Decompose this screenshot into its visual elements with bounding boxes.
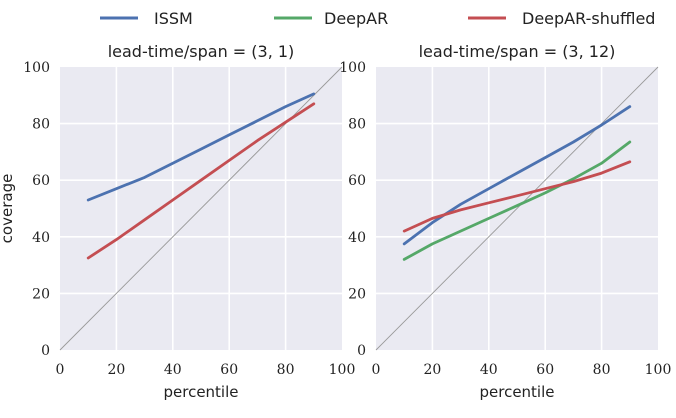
legend: ISSM DeepAR DeepAR-shuffled: [100, 9, 655, 28]
legend-label-deepar: DeepAR: [324, 9, 388, 28]
y-axis-label: coverage: [0, 174, 16, 244]
legend-label-deepar-shuffled: DeepAR-shuffled: [522, 9, 655, 28]
x-tick-label-40: 40: [164, 362, 182, 378]
y-tick-label-40: 40: [32, 230, 50, 246]
y-tick-label-100: 100: [339, 60, 366, 76]
y-tick-label-80: 80: [348, 117, 366, 133]
y-tick-label-0: 0: [41, 343, 50, 359]
x-tick-label-60: 60: [536, 362, 554, 378]
legend-label-issm: ISSM: [154, 9, 193, 28]
series-line-deepar-shuffled: [86, 102, 316, 260]
diagonal-reference-line: [375, 66, 659, 351]
x-tick-label-20: 20: [107, 362, 125, 378]
x-tick-label-80: 80: [593, 362, 611, 378]
x-tick-label-0: 0: [56, 362, 65, 378]
y-tick-label-20: 20: [32, 286, 50, 302]
y-tick-label-80: 80: [32, 117, 50, 133]
x-tick-label-100: 100: [645, 362, 672, 378]
series-line-deepar: [402, 140, 632, 261]
y-tick-label-60: 60: [348, 173, 366, 189]
diagonal-reference-line: [59, 66, 343, 351]
chart-panel-right: 0 20 40 60 80 100 0 20 40 60 80 100 lead-time/span =…: [339, 42, 671, 401]
x-tick-label-100: 100: [329, 362, 356, 378]
series-line-issm: [86, 92, 316, 202]
x-tick-label-20: 20: [423, 362, 441, 378]
panel-title: lead-time/span = (3, 1): [108, 42, 295, 61]
x-tick-label-40: 40: [480, 362, 498, 378]
x-tick-label-0: 0: [372, 362, 381, 378]
series-line-deepar-shuffled: [402, 160, 632, 233]
x-axis-label: percentile: [163, 383, 238, 401]
y-tick-label-100: 100: [23, 60, 50, 76]
y-tick-label-20: 20: [348, 286, 366, 302]
y-tick-label-0: 0: [357, 343, 366, 359]
chart-panel-left: 0 20 40 60 80 100 0 20 40 60 80 100 lead-time/span =…: [0, 42, 355, 401]
panel-title: lead-time/span = (3, 12): [419, 42, 616, 61]
y-tick-label-60: 60: [32, 173, 50, 189]
x-tick-label-80: 80: [277, 362, 295, 378]
x-tick-label-60: 60: [220, 362, 238, 378]
y-tick-label-40: 40: [348, 230, 366, 246]
x-axis-label: percentile: [479, 383, 554, 401]
